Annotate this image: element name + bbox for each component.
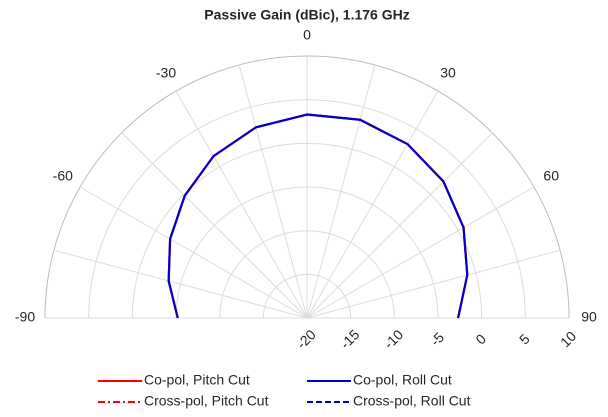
r-tick-label: -20 (293, 326, 319, 352)
theta-tick-label: 90 (581, 309, 597, 325)
theta-tick-label: -90 (15, 309, 35, 325)
chart-title: Passive Gain (dBic), 1.176 GHz (204, 7, 409, 23)
theta-tick-label: 0 (303, 27, 311, 43)
r-tick-label: -10 (381, 326, 407, 352)
series-line (167, 113, 469, 319)
legend-label: Cross-pol, Pitch Cut (144, 393, 269, 409)
legend-label: Co-pol, Pitch Cut (144, 372, 250, 388)
minor-spoke (121, 132, 308, 319)
r-tick-label: 10 (557, 328, 579, 350)
r-tick-label: 0 (472, 331, 489, 348)
legend-label: Co-pol, Roll Cut (353, 372, 452, 388)
minor-spoke (53, 249, 308, 319)
grid-spoke (175, 90, 308, 319)
theta-tick-label: 60 (543, 168, 559, 184)
r-tick-label: -15 (337, 326, 363, 352)
theta-tick-label: 30 (440, 64, 456, 80)
theta-tick-label: -60 (53, 168, 73, 184)
minor-spoke (306, 249, 561, 319)
grid-spoke (79, 186, 308, 319)
grid-spoke (306, 90, 439, 319)
legend-label: Cross-pol, Roll Cut (353, 393, 471, 409)
r-tick-label: -5 (427, 329, 447, 349)
minor-spoke (306, 64, 376, 319)
r-tick-label: 5 (516, 331, 533, 348)
minor-spoke (306, 132, 493, 319)
theta-tick-label: -30 (156, 64, 176, 80)
grid-spoke (306, 186, 535, 319)
minor-spoke (238, 64, 308, 319)
